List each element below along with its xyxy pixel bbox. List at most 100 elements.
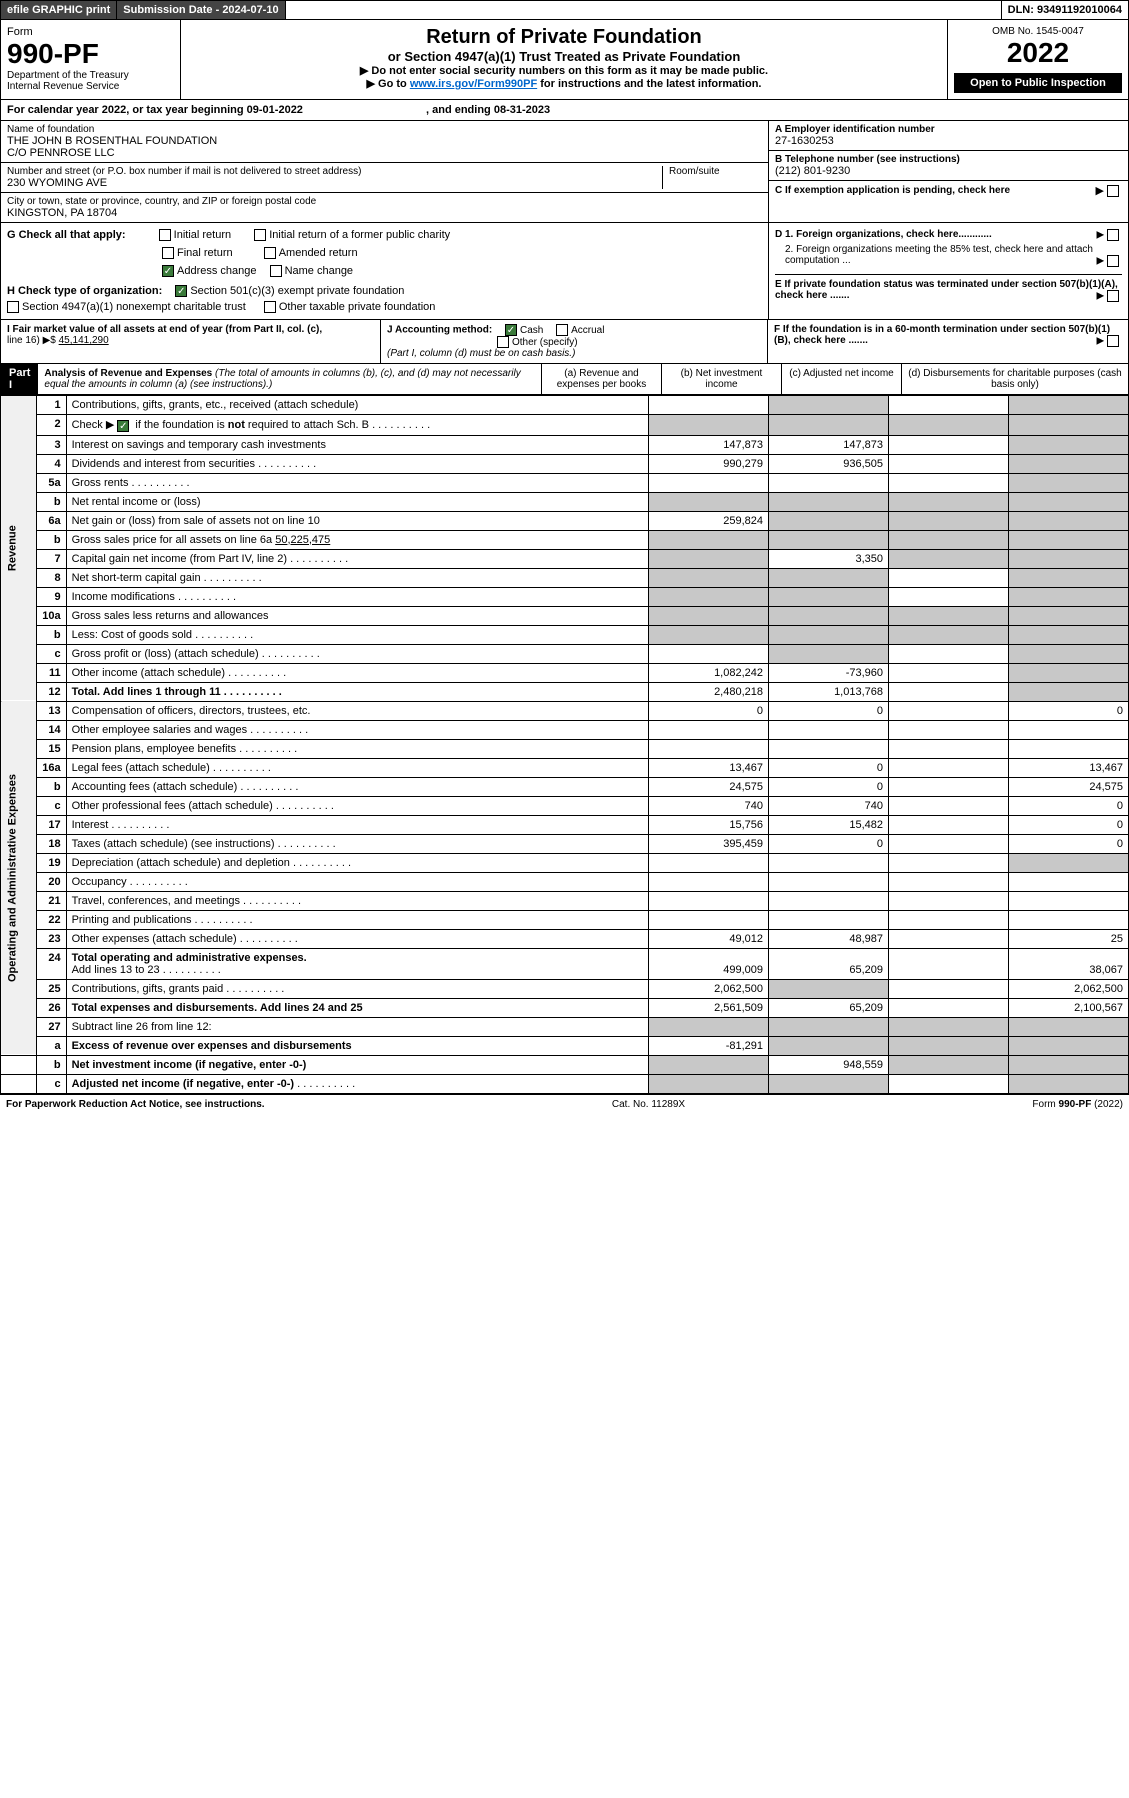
col-c-header: (c) Adjusted net income [781, 364, 901, 394]
row-27a: Excess of revenue over expenses and disb… [66, 1036, 648, 1055]
row-10b: Less: Cost of goods sold . . . . . . . .… [66, 625, 648, 644]
part1-table: Revenue 1Contributions, gifts, grants, e… [0, 395, 1129, 1093]
form-title: Return of Private Foundation [187, 26, 941, 49]
row-16a: Legal fees (attach schedule) . . . . . .… [66, 758, 648, 777]
irs-link[interactable]: www.irs.gov/Form990PF [410, 78, 537, 90]
e-checkbox[interactable] [1107, 290, 1119, 302]
i-line16: line 16) ▶$ [7, 335, 59, 346]
h-label: H Check type of organization: [7, 285, 162, 297]
j-accrual-checkbox[interactable] [556, 324, 568, 336]
tax-year: 2022 [954, 37, 1122, 69]
row-20: Occupancy . . . . . . . . . . [66, 872, 648, 891]
address-label: Number and street (or P.O. box number if… [7, 166, 662, 177]
phone-value: (212) 801-9230 [775, 165, 1122, 177]
row-1: Contributions, gifts, grants, etc., rece… [66, 396, 648, 415]
row-16c: Other professional fees (attach schedule… [66, 796, 648, 815]
efile-print-button[interactable]: efile GRAPHIC print [1, 1, 117, 19]
form-subtitle: or Section 4947(a)(1) Trust Treated as P… [187, 49, 941, 64]
exemption-checkbox[interactable] [1107, 185, 1119, 197]
g-label: G Check all that apply: [7, 229, 126, 241]
instr-link-line: ▶ Go to www.irs.gov/Form990PF for instru… [187, 77, 941, 90]
row-14: Other employee salaries and wages . . . … [66, 720, 648, 739]
i-fmv-label: I Fair market value of all assets at end… [7, 324, 322, 335]
g-initial-checkbox[interactable] [159, 229, 171, 241]
phone-label: B Telephone number (see instructions) [775, 154, 1122, 165]
row-10a: Gross sales less returns and allowances [66, 606, 648, 625]
dept-treasury: Department of the Treasury [7, 70, 174, 81]
g-final-checkbox[interactable] [162, 247, 174, 259]
part1-title: Analysis of Revenue and Expenses [44, 368, 212, 379]
row-21: Travel, conferences, and meetings . . . … [66, 891, 648, 910]
submission-date: Submission Date - 2024-07-10 [117, 1, 285, 19]
h-501c3-checkbox[interactable] [175, 285, 187, 297]
d1-label: D 1. Foreign organizations, check here..… [775, 229, 992, 240]
row-25: Contributions, gifts, grants paid . . . … [66, 979, 648, 998]
f-label: F If the foundation is in a 60-month ter… [774, 324, 1110, 346]
row-15: Pension plans, employee benefits . . . .… [66, 739, 648, 758]
i-fmv-value: 45,141,290 [59, 335, 109, 346]
form-number: 990-PF [7, 38, 174, 70]
room-label: Room/suite [669, 166, 762, 177]
row-2: Check ▶ if the foundation is not require… [66, 415, 648, 435]
open-public-badge: Open to Public Inspection [954, 73, 1122, 93]
check-section-gh: G Check all that apply: Initial return I… [0, 223, 1129, 320]
catalog-number: Cat. No. 11289X [612, 1099, 685, 1110]
irs-label: Internal Revenue Service [7, 81, 174, 92]
row-5a: Gross rents . . . . . . . . . . [66, 473, 648, 492]
instr-ssn: ▶ Do not enter social security numbers o… [187, 64, 941, 77]
calendar-year-row: For calendar year 2022, or tax year begi… [0, 100, 1129, 121]
row-4: Dividends and interest from securities .… [66, 454, 648, 473]
pra-notice: For Paperwork Reduction Act Notice, see … [6, 1099, 265, 1110]
col-d-header: (d) Disbursements for charitable purpose… [901, 364, 1128, 394]
d1-checkbox[interactable] [1107, 229, 1119, 241]
row-16b: Accounting fees (attach schedule) . . . … [66, 777, 648, 796]
street-address: 230 WYOMING AVE [7, 177, 662, 189]
row-18: Taxes (attach schedule) (see instruction… [66, 834, 648, 853]
j-note: (Part I, column (d) must be on cash basi… [387, 348, 575, 359]
revenue-side-label: Revenue [1, 396, 37, 701]
expenses-side-label: Operating and Administrative Expenses [1, 701, 37, 1055]
schb-checkbox[interactable] [117, 420, 129, 432]
row-27c: Adjusted net income (if negative, enter … [66, 1074, 648, 1093]
g-name-change-checkbox[interactable] [270, 265, 282, 277]
row-22: Printing and publications . . . . . . . … [66, 910, 648, 929]
h-other-taxable-checkbox[interactable] [264, 301, 276, 313]
j-cash-checkbox[interactable] [505, 324, 517, 336]
j-label: J Accounting method: [387, 325, 492, 336]
foundation-name-2: C/O PENNROSE LLC [7, 147, 762, 159]
form-label: Form [7, 26, 174, 38]
row-23: Other expenses (attach schedule) . . . .… [66, 929, 648, 948]
part1-badge: Part I [1, 364, 38, 394]
row-5b: Net rental income or (loss) [66, 492, 648, 511]
ein-label: A Employer identification number [775, 124, 1122, 135]
form-ref: Form 990-PF (2022) [1032, 1099, 1123, 1110]
row-6b: Gross sales price for all assets on line… [66, 530, 648, 549]
g-amended-checkbox[interactable] [264, 247, 276, 259]
j-other-checkbox[interactable] [497, 336, 509, 348]
row-11: Other income (attach schedule) . . . . .… [66, 663, 648, 682]
g-initial-former-checkbox[interactable] [254, 229, 266, 241]
form-header: Form 990-PF Department of the Treasury I… [0, 20, 1129, 100]
city-state-zip: KINGSTON, PA 18704 [7, 207, 762, 219]
dln: DLN: 93491192010064 [1002, 1, 1128, 19]
omb-number: OMB No. 1545-0047 [954, 26, 1122, 37]
foundation-name-label: Name of foundation [7, 124, 762, 135]
e-label: E If private foundation status was termi… [775, 279, 1118, 301]
row-9: Income modifications . . . . . . . . . . [66, 587, 648, 606]
row-13: Compensation of officers, directors, tru… [66, 701, 648, 720]
row-24: Total operating and administrative expen… [66, 948, 648, 979]
row-19: Depreciation (attach schedule) and deple… [66, 853, 648, 872]
d2-checkbox[interactable] [1107, 255, 1119, 267]
entity-info: Name of foundation THE JOHN B ROSENTHAL … [0, 121, 1129, 223]
f-checkbox[interactable] [1107, 335, 1119, 347]
row-6a: Net gain or (loss) from sale of assets n… [66, 511, 648, 530]
g-address-change-checkbox[interactable] [162, 265, 174, 277]
foundation-name-1: THE JOHN B ROSENTHAL FOUNDATION [7, 135, 762, 147]
part1-header-row: Part I Analysis of Revenue and Expenses … [0, 364, 1129, 395]
col-b-header: (b) Net investment income [661, 364, 781, 394]
row-7: Capital gain net income (from Part IV, l… [66, 549, 648, 568]
row-27b: Net investment income (if negative, ente… [66, 1055, 648, 1074]
h-4947-checkbox[interactable] [7, 301, 19, 313]
page-footer: For Paperwork Reduction Act Notice, see … [0, 1094, 1129, 1114]
row-27: Subtract line 26 from line 12: [66, 1017, 648, 1036]
